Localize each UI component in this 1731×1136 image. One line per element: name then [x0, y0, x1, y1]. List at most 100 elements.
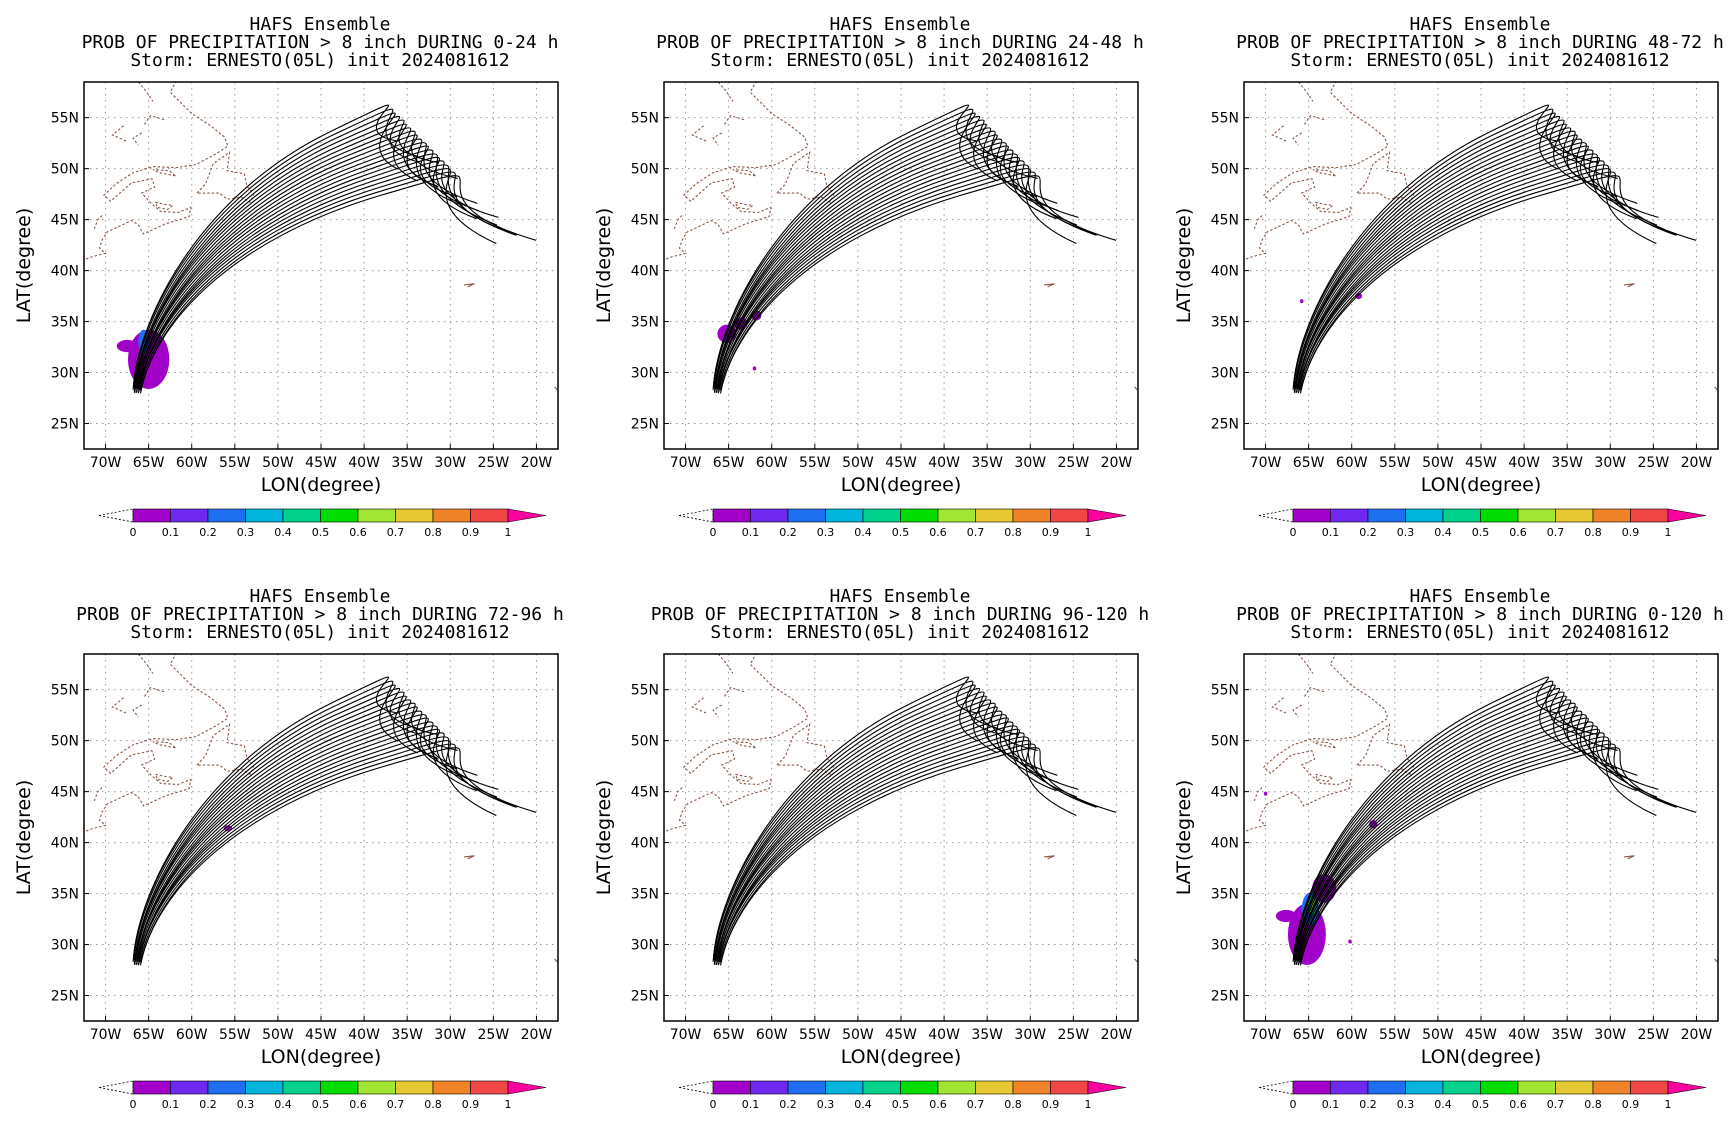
- track-line: [1295, 130, 1618, 389]
- colorbar-tick-label: 1: [505, 1098, 512, 1111]
- x-tick-label: 45W: [885, 455, 917, 471]
- map-area: [664, 654, 1138, 1021]
- colorbar-segment: [862, 1080, 901, 1095]
- x-tick-label: 25W: [1638, 1027, 1670, 1043]
- x-tick-label: 45W: [1465, 1027, 1497, 1043]
- gridlines: [84, 654, 558, 1021]
- ensemble-tracks: [132, 104, 537, 394]
- colorbar-segment: [1405, 1080, 1444, 1095]
- colorbar-segment: [937, 508, 976, 523]
- colorbar-under-triangle: [98, 508, 134, 523]
- colorbar-tick-label: 0.7: [387, 1098, 405, 1111]
- track-line: [718, 160, 1079, 388]
- track-line: [133, 687, 419, 965]
- colorbar-segment: [1517, 508, 1556, 523]
- colorbar-tick-label: 0: [710, 526, 717, 539]
- x-tick-label: 50W: [1422, 455, 1454, 471]
- coastline: [664, 654, 1138, 963]
- colorbar: 0 0.1 0.2 0.3 0.4 0.5 0.6 0.7 0.8 0.9 1: [678, 508, 1127, 539]
- colorbar-tick-label: 1: [1665, 526, 1672, 539]
- x-tick-label: 70W: [90, 1027, 122, 1043]
- x-tick-label: 60W: [756, 1027, 788, 1043]
- track-line: [138, 732, 499, 960]
- y-tick-label: 40N: [631, 264, 659, 280]
- colorbar-segment: [170, 508, 209, 523]
- colorbar: 0 0.1 0.2 0.3 0.4 0.5 0.6 0.7 0.8 0.9 1: [1258, 508, 1707, 539]
- panel-title: HAFS Ensemble: [830, 586, 971, 607]
- colorbar-under-triangle: [1258, 508, 1294, 523]
- x-tick-label: 60W: [1336, 455, 1368, 471]
- colorbar-tick-label: 0.7: [967, 1098, 985, 1111]
- panel-subtitle: PROB OF PRECIPITATION > 8 inch DURING 0-…: [82, 32, 559, 53]
- colorbar-segment: [1292, 1080, 1331, 1095]
- x-tick-label: 20W: [1681, 1027, 1713, 1043]
- colorbar: 0 0.1 0.2 0.3 0.4 0.5 0.6 0.7 0.8 0.9 1: [98, 508, 547, 539]
- colorbar-tick-label: 0.8: [1584, 1098, 1602, 1111]
- colorbar-segment: [1480, 508, 1519, 523]
- track-line: [716, 714, 1058, 961]
- panel-subtitle: PROB OF PRECIPITATION > 8 inch DURING 48…: [1236, 32, 1724, 53]
- y-axis-label: LAT(degree): [1173, 780, 1195, 896]
- x-tick-label: 25W: [478, 455, 510, 471]
- colorbar-segment: [1592, 1080, 1631, 1095]
- colorbar-over-triangle: [1667, 508, 1707, 523]
- panel-subtitle: PROB OF PRECIPITATION > 8 inch DURING 96…: [651, 604, 1150, 625]
- colorbar-tick-label: 0.5: [1472, 1098, 1490, 1111]
- gridlines: [1244, 654, 1718, 1021]
- colorbar-segment: [900, 508, 939, 523]
- colorbar-tick-label: 0.6: [349, 1098, 367, 1111]
- x-tick-label: 50W: [1422, 1027, 1454, 1043]
- track-line: [135, 130, 458, 389]
- track-line: [132, 676, 399, 962]
- x-tick-label: 40W: [348, 455, 380, 471]
- colorbar-segment: [1630, 508, 1669, 523]
- track-line: [1292, 104, 1559, 390]
- prob-blob: [752, 366, 757, 371]
- colorbar-under-triangle: [678, 508, 714, 523]
- y-axis-label: LAT(degree): [1173, 208, 1195, 324]
- x-axis-label: LON(degree): [1421, 474, 1542, 496]
- colorbar-under-triangle: [98, 1080, 134, 1095]
- track-line: [715, 706, 1018, 965]
- x-tick-label: 60W: [1336, 1027, 1368, 1043]
- y-tick-label: 45N: [1211, 213, 1239, 229]
- colorbar-tick-label: 0.7: [1547, 526, 1565, 539]
- track-line: [717, 149, 1059, 390]
- colorbar-tick-label: 0.9: [1042, 1098, 1060, 1111]
- panel-storm-line: Storm: ERNESTO(05L) init 2024081612: [710, 622, 1089, 643]
- panel-subtitle: PROB OF PRECIPITATION > 8 inch DURING 0-…: [1236, 604, 1724, 625]
- y-tick-label: 45N: [51, 785, 79, 801]
- y-tick-label: 55N: [1211, 111, 1239, 127]
- y-tick-label: 40N: [51, 264, 79, 280]
- panel-subtitle: PROB OF PRECIPITATION > 8 inch DURING 24…: [656, 32, 1144, 53]
- colorbar-tick-label: 1: [1085, 526, 1092, 539]
- track-line: [1298, 732, 1659, 960]
- colorbar-segment: [395, 1080, 434, 1095]
- coastline: [84, 82, 558, 391]
- coastline: [1244, 654, 1718, 963]
- track-line: [134, 123, 419, 390]
- ensemble-tracks: [712, 104, 1117, 394]
- colorbar-tick-label: 0.7: [387, 526, 405, 539]
- colorbar-over-triangle: [1667, 1080, 1707, 1095]
- prob-blob: [1355, 293, 1363, 300]
- x-tick-label: 35W: [971, 455, 1003, 471]
- track-line: [1297, 145, 1618, 387]
- colorbar-segment: [432, 508, 471, 523]
- track-line: [1293, 684, 1559, 961]
- colorbar-tick-label: 0: [130, 526, 137, 539]
- colorbar-segment: [1050, 508, 1089, 523]
- y-axis-label: LAT(degree): [593, 208, 615, 324]
- track-line: [139, 743, 519, 966]
- colorbar-segment: [1442, 1080, 1481, 1095]
- x-axis-label: LON(degree): [841, 474, 962, 496]
- track-line: [133, 684, 399, 961]
- x-tick-label: 40W: [928, 1027, 960, 1043]
- track-line: [1296, 142, 1638, 389]
- colorbar-segment: [712, 1080, 751, 1095]
- colorbar-tick-label: 0.9: [1622, 1098, 1640, 1111]
- prob-blob: [1275, 909, 1297, 923]
- track-line: [713, 112, 979, 389]
- y-tick-label: 55N: [51, 683, 79, 699]
